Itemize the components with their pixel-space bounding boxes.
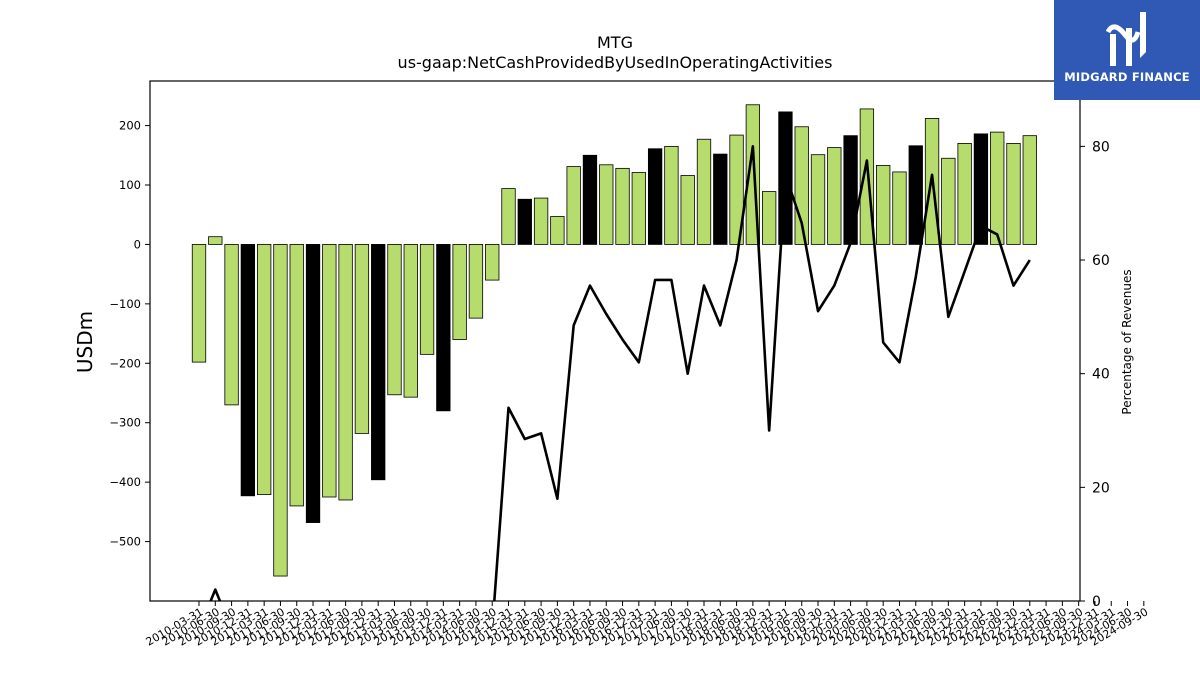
y2-tick-label: 60	[1092, 253, 1110, 269]
bar	[305, 244, 321, 523]
bar	[501, 188, 516, 245]
bar	[371, 244, 386, 481]
bar	[696, 138, 712, 245]
bar	[892, 171, 907, 245]
bar	[550, 216, 565, 245]
bar	[762, 191, 777, 245]
y2-tick-label: 80	[1092, 139, 1110, 155]
bar	[240, 244, 256, 497]
bar	[289, 244, 304, 507]
bar	[322, 244, 337, 498]
y-axis-label: USDm	[73, 311, 97, 373]
bar	[273, 244, 288, 577]
bar	[224, 244, 239, 406]
bar	[517, 198, 532, 245]
y2-tick-label: 0	[1092, 594, 1101, 610]
bar	[810, 154, 826, 245]
y2-tick-label: 40	[1092, 367, 1110, 383]
y-tick-label: −300	[109, 416, 141, 430]
bar	[533, 197, 549, 245]
bar	[647, 148, 663, 245]
y-tick-label: 0	[134, 237, 141, 251]
bar	[990, 131, 1005, 245]
bar	[729, 134, 744, 245]
bar	[941, 157, 956, 245]
bar	[338, 244, 353, 501]
bar	[957, 142, 972, 245]
bar	[257, 244, 272, 496]
bar	[354, 244, 370, 434]
revenue-percentage-line	[209, 145, 1031, 601]
y-tick-label: 200	[119, 119, 141, 133]
bar	[468, 244, 484, 319]
midgard-m-icon	[1105, 12, 1146, 66]
bar	[208, 236, 223, 245]
y2-axis-label: Percentage of Revenues	[1120, 269, 1134, 414]
midgard-finance-logo: MIDGARD FINANCE	[1054, 0, 1200, 100]
plot-frame	[149, 80, 1081, 602]
y-tick-label: −200	[109, 356, 141, 370]
y2-tick-label: 20	[1092, 480, 1110, 496]
bar	[631, 172, 646, 245]
y-tick-label: −500	[109, 535, 141, 549]
bar	[664, 145, 679, 245]
chart-title: MTG	[597, 33, 633, 52]
y-tick-label: −400	[109, 475, 141, 489]
bar	[485, 244, 500, 281]
bar	[1006, 142, 1021, 245]
bar	[973, 133, 989, 245]
bar	[566, 166, 581, 245]
bar	[419, 244, 435, 355]
bar	[1022, 135, 1037, 245]
bar	[843, 135, 858, 245]
y-tick-label: −100	[109, 297, 141, 311]
bar	[436, 244, 451, 412]
logo-text: MIDGARD FINANCE	[1064, 70, 1190, 84]
bar	[908, 145, 923, 245]
bar	[452, 244, 467, 340]
bar	[599, 164, 614, 245]
bar	[615, 167, 630, 245]
bar	[680, 175, 695, 245]
bar	[403, 244, 418, 398]
bar	[582, 154, 598, 245]
bar	[387, 244, 402, 396]
bar	[191, 244, 207, 363]
bar	[713, 153, 728, 245]
bar	[827, 147, 842, 245]
bar	[876, 164, 891, 245]
chart-subtitle: us-gaap:NetCashProvidedByUsedInOperating…	[398, 53, 833, 72]
y-tick-label: 100	[119, 178, 141, 192]
